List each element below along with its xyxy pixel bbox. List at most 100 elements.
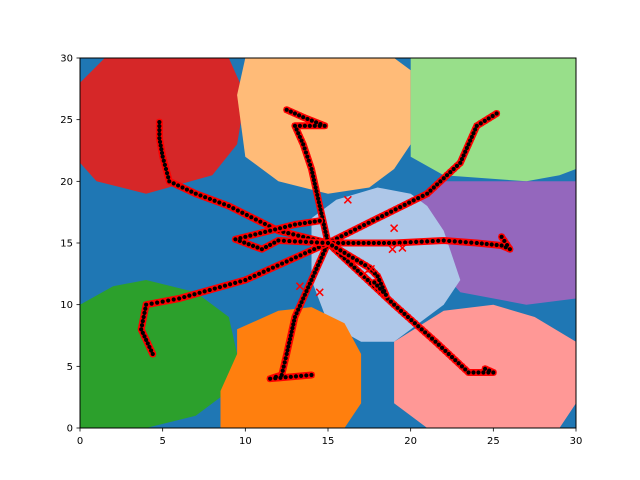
trajectory-7 (231, 217, 332, 253)
trajectory-point (283, 375, 288, 380)
trajectory-point (471, 370, 476, 375)
trajectory-point (458, 239, 463, 244)
trajectory-point (299, 300, 304, 305)
trajectory-point (456, 361, 461, 366)
trajectory-point (296, 131, 301, 136)
trajectory-point (255, 245, 260, 250)
trajectory-point (318, 207, 323, 212)
trajectory-point (187, 293, 192, 298)
trajectory-point (212, 286, 217, 291)
trajectory-point (177, 296, 182, 301)
plot-area (80, 58, 576, 428)
trajectory-point (160, 299, 165, 304)
trajectory-point (288, 109, 293, 114)
trajectory-point (349, 262, 354, 267)
trajectory-point (361, 222, 367, 228)
trajectory-point (286, 231, 291, 236)
trajectory-point (310, 170, 315, 175)
stray-marker (398, 243, 407, 252)
trajectory-point (248, 233, 253, 238)
trajectory-point (322, 248, 327, 253)
trajectory-point (307, 123, 312, 128)
trajectory-point (227, 282, 233, 287)
x-tick-label: 25 (487, 436, 500, 447)
trajectory-point (202, 289, 207, 294)
region-4 (311, 187, 461, 342)
trajectory-point (250, 243, 256, 248)
trajectory-point (263, 244, 269, 250)
trajectory-point (352, 265, 357, 270)
trajectory-point (171, 297, 176, 302)
trajectory-point (314, 189, 319, 194)
trajectory-point (162, 162, 167, 167)
trajectory-point (324, 233, 329, 238)
trajectory-point (304, 373, 309, 378)
trajectory-point (273, 376, 278, 381)
trajectory-point (311, 274, 316, 279)
trajectory-point (319, 255, 324, 260)
trajectory-point (281, 238, 287, 243)
trajectory-point (212, 198, 217, 203)
trajectory-point (233, 280, 238, 285)
trajectory-6 (137, 239, 332, 358)
trajectory-8 (324, 239, 390, 299)
trajectory-point (279, 261, 285, 266)
trajectory-point (311, 178, 317, 183)
trajectory-point (464, 145, 469, 151)
trajectory-point (321, 222, 326, 227)
trajectory-point (402, 311, 407, 317)
trajectory-point (454, 163, 460, 169)
trajectory-point (487, 368, 492, 373)
trajectory-point (292, 123, 298, 128)
trajectory-point (157, 120, 162, 125)
trajectory-point (147, 344, 152, 350)
y-tick-label: 15 (60, 239, 73, 250)
trajectory-point (309, 277, 314, 283)
trajectory-point (312, 247, 317, 252)
x-tick-label: 15 (322, 436, 335, 447)
trajectory-point (166, 175, 171, 180)
trajectory-point (354, 258, 360, 263)
trajectory-point (253, 232, 258, 237)
trajectory-point (425, 191, 430, 196)
trajectory-point (414, 239, 419, 245)
trajectory-point (411, 198, 416, 203)
trajectory-point (479, 241, 484, 246)
trajectory-point (355, 268, 360, 273)
trajectory-point (280, 368, 285, 373)
trajectory-point (306, 158, 311, 163)
trajectory-point (323, 229, 328, 234)
trajectory-point (312, 123, 317, 128)
trajectory-point (377, 277, 382, 283)
trajectory-point (486, 116, 491, 121)
trajectory-point (294, 127, 299, 132)
trajectory-point (322, 226, 327, 231)
trajectory-point (182, 294, 187, 300)
trajectory-point (235, 208, 240, 213)
trajectory-point (144, 302, 149, 307)
trajectory-point (301, 234, 306, 239)
trajectory-point (366, 240, 371, 246)
trajectory-point (296, 113, 302, 118)
trajectory-point (231, 206, 236, 211)
trajectory-point (270, 265, 275, 270)
trajectory-point (345, 259, 350, 264)
trajectory-point (482, 118, 487, 123)
trajectory-point (238, 235, 243, 241)
trajectory-point (325, 240, 331, 246)
trajectory-point (307, 220, 312, 225)
trajectory-point (139, 327, 144, 332)
trajectory-point (275, 263, 280, 268)
trajectory-point (358, 260, 364, 265)
trajectory-point (286, 344, 291, 349)
trajectory-point (221, 202, 227, 207)
trajectory-point (435, 182, 440, 187)
trajectory-point (316, 200, 322, 205)
trajectory-point (448, 169, 453, 175)
trajectory-point (380, 213, 385, 219)
trajectory-point (243, 234, 248, 239)
trajectory-point (330, 243, 335, 248)
trajectory-point (494, 242, 499, 248)
trajectory-point (398, 205, 403, 210)
trajectory-point (161, 158, 166, 163)
